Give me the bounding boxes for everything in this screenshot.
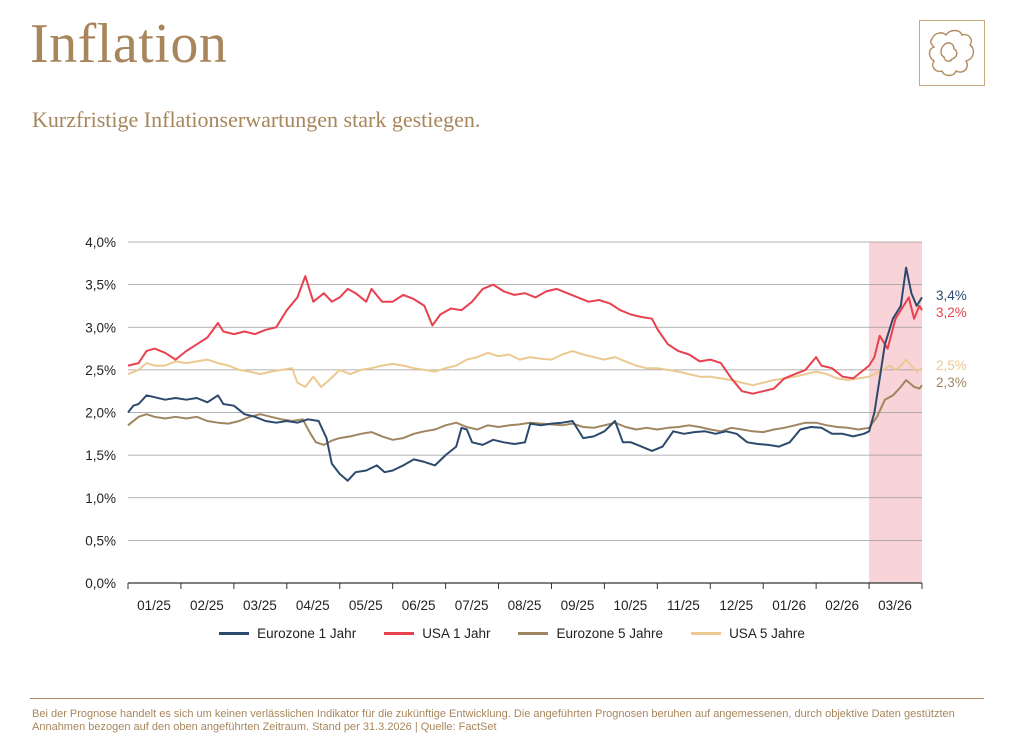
x-tick-label: 11/25 xyxy=(667,598,700,613)
x-tick-label: 01/26 xyxy=(772,598,806,613)
end-value-label: 2,5% xyxy=(936,358,967,373)
y-tick-label: 2,5% xyxy=(85,363,116,378)
chart-legend: Eurozone 1 Jahr USA 1 Jahr Eurozone 5 Ja… xyxy=(0,626,1024,641)
legend-item-usa-1-jahr: USA 1 Jahr xyxy=(384,626,490,641)
end-value-label: 3,2% xyxy=(936,305,967,320)
legend-label: USA 5 Jahre xyxy=(729,626,805,641)
y-tick-label: 1,0% xyxy=(85,491,116,506)
y-tick-label: 4,0% xyxy=(85,235,116,250)
legend-item-eurozone-1-jahr: Eurozone 1 Jahr xyxy=(219,626,356,641)
legend-swatch xyxy=(518,632,549,635)
x-tick-label: 03/26 xyxy=(878,598,912,613)
legend-swatch xyxy=(219,632,250,635)
series-line-usa-1-jahr xyxy=(127,275,923,395)
page-title: Inflation xyxy=(30,13,228,75)
brand-logo-icon xyxy=(919,20,985,86)
x-tick-label: 06/25 xyxy=(402,598,436,613)
legend-item-eurozone-5-jahre: Eurozone 5 Jahre xyxy=(518,626,663,641)
series-line-usa-5-jahre xyxy=(127,350,923,388)
legend-label: Eurozone 5 Jahre xyxy=(556,626,664,641)
page-subtitle: Kurzfristige Inflationserwartungen stark… xyxy=(32,107,481,132)
x-tick-label: 08/25 xyxy=(508,598,542,613)
y-tick-label: 3,0% xyxy=(85,320,116,335)
footer-divider xyxy=(30,698,984,699)
y-tick-label: 0,0% xyxy=(85,576,116,591)
x-tick-label: 02/25 xyxy=(190,598,224,613)
x-tick-label: 10/25 xyxy=(614,598,648,613)
legend-label: USA 1 Jahr xyxy=(422,626,491,641)
x-tick-label: 12/25 xyxy=(719,598,753,613)
y-tick-label: 0,5% xyxy=(85,533,116,548)
y-tick-label: 1,5% xyxy=(85,448,116,463)
end-value-label: 2,3% xyxy=(936,375,967,390)
x-tick-label: 07/25 xyxy=(455,598,489,613)
inflation-line-chart: 0,0% 0,5% 1,0% 1,5% 2,0% 2,5% 3,0% 3,5% 4,0% 01/2… xyxy=(85,235,967,613)
y-tick-label: 3,5% xyxy=(85,278,116,293)
x-tick-label: 05/25 xyxy=(349,598,383,613)
x-tick-label: 04/25 xyxy=(296,598,330,613)
x-tick-label: 01/25 xyxy=(137,598,171,613)
series-line-eurozone-1-jahr xyxy=(127,266,923,482)
y-tick-label: 2,0% xyxy=(85,406,116,421)
disclaimer-text: Bei der Prognose handelt es sich um kein… xyxy=(32,708,955,733)
x-tick-label: 02/26 xyxy=(825,598,859,613)
legend-swatch xyxy=(691,632,722,635)
x-tick-label: 03/25 xyxy=(243,598,277,613)
x-tick-label: 09/25 xyxy=(561,598,595,613)
legend-label: Eurozone 1 Jahr xyxy=(257,626,357,641)
legend-swatch xyxy=(384,632,415,635)
legend-item-usa-5-jahre: USA 5 Jahre xyxy=(691,626,805,641)
end-value-label: 3,4% xyxy=(936,288,967,303)
